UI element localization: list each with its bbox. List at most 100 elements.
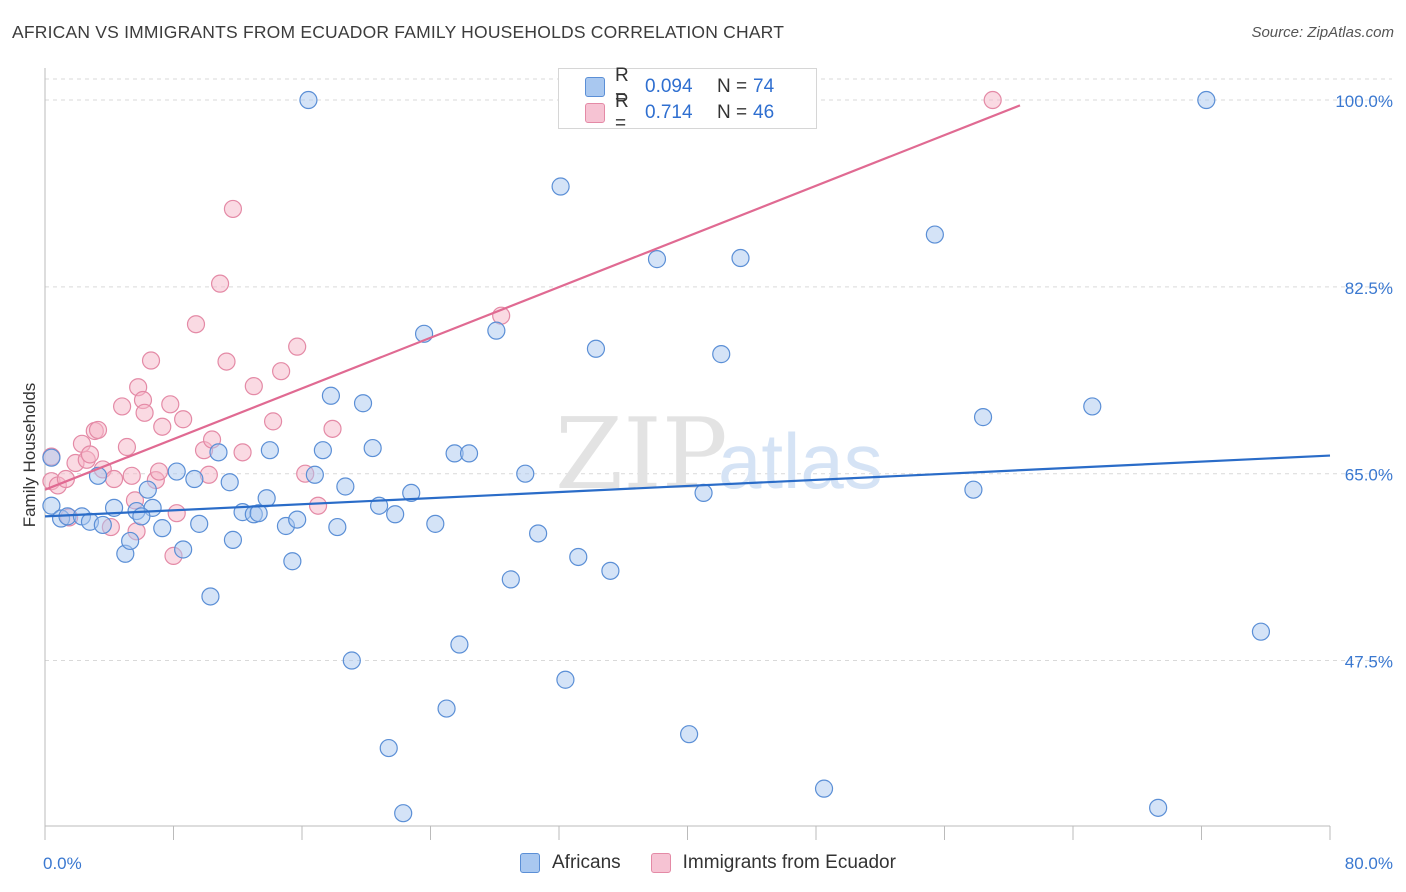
africans-point (964, 480, 983, 499)
africans-point (426, 514, 445, 533)
africans-point (138, 480, 157, 499)
africans-point (363, 438, 382, 458)
africans-point (353, 394, 373, 413)
africans-point (386, 505, 405, 524)
series-legend: Africans Immigrants from Ecuador (520, 852, 926, 874)
africans-point (814, 779, 834, 798)
legend-n-label: N = (717, 102, 748, 123)
africans-point (257, 489, 276, 508)
y-tick-label: 100.0% (1335, 92, 1393, 111)
ecuador-point (141, 351, 161, 370)
legend-n-value: 46 (753, 102, 775, 123)
ecuador-point (223, 199, 243, 219)
africans-points (42, 90, 1271, 823)
ecuador-point (323, 419, 342, 438)
ecuador-point (117, 437, 137, 457)
africans-point (379, 738, 398, 758)
africans-point (93, 515, 112, 535)
ecuador-point (122, 466, 141, 485)
africans-point (731, 248, 750, 268)
africans-point (299, 90, 318, 110)
ecuador-point (112, 397, 132, 416)
africans-trend-line (44, 454, 1331, 518)
africans-point (209, 443, 228, 462)
ecuador-point (272, 362, 291, 381)
ecuador-point (149, 462, 169, 481)
ecuador-point (217, 352, 236, 371)
legend-item-ecuador[interactable]: Immigrants from Ecuador (650, 852, 896, 874)
africans-point (342, 651, 361, 670)
ecuador-point (153, 417, 172, 436)
africans-point (1083, 397, 1102, 416)
ecuador-point (233, 443, 252, 462)
ecuador-point (263, 412, 283, 431)
legend-item-africans[interactable]: Africans (520, 852, 621, 874)
legend-swatch-ecuador (585, 103, 605, 123)
africans-point (459, 444, 479, 463)
y-axis-label: Family Households (20, 382, 39, 528)
africans-point (321, 386, 341, 405)
africans-point (42, 496, 61, 515)
africans-point (694, 483, 713, 503)
africans-point (336, 477, 355, 496)
ecuador-point (983, 90, 1002, 110)
grid-lines (45, 78, 1392, 662)
legend-n-value: 74 (753, 76, 775, 97)
correlation-legend: R = 0.094 N = 74 R = 0.714 N = 46 (558, 65, 817, 134)
legend-r-label: R = (615, 91, 629, 134)
legend-row-africans: R = 0.094 N = 74 (585, 65, 775, 108)
africans-point (249, 504, 268, 523)
africans-point (328, 517, 347, 537)
y-tick-label: 47.5% (1345, 653, 1393, 672)
y-tick-label: 82.5% (1345, 279, 1393, 298)
africans-point (516, 464, 535, 483)
africans-point (1149, 798, 1168, 817)
x-tick-label: 0.0% (43, 854, 82, 873)
africans-point (569, 547, 588, 567)
legend-r-value: 0.094 (645, 76, 693, 97)
ecuador-point (288, 337, 307, 356)
africans-point (1251, 622, 1271, 641)
legend-r-value: 0.714 (645, 102, 693, 123)
africans-point (501, 570, 520, 589)
ecuador-trend-line (44, 104, 1021, 491)
africans-point (450, 635, 469, 654)
africans-point (185, 469, 204, 489)
africans-point (437, 699, 456, 718)
africans-point (647, 250, 667, 269)
ecuador-point (244, 377, 263, 396)
ecuador-point (161, 395, 180, 414)
africans-point (174, 540, 193, 559)
legend-label-africans: Africans (552, 852, 621, 873)
ecuador-point (210, 274, 230, 293)
africans-point (313, 441, 332, 460)
watermark-atlas: atlas (718, 417, 883, 505)
africans-point (305, 465, 324, 484)
africans-point (167, 462, 186, 481)
africans-point (288, 510, 307, 529)
legend-row-ecuador: R = 0.714 N = 46 (585, 91, 775, 134)
x-tick-label: 80.0% (1345, 854, 1393, 873)
africans-point (220, 473, 239, 492)
africans-point (551, 177, 570, 196)
chart-title: AFRICAN VS IMMIGRANTS FROM ECUADOR FAMIL… (12, 22, 785, 42)
africans-point (925, 225, 944, 244)
africans-point (283, 552, 302, 571)
legend-label-ecuador: Immigrants from Ecuador (682, 852, 896, 873)
africans-point (223, 530, 243, 549)
africans-point (132, 507, 151, 526)
trend-lines (44, 104, 1331, 518)
legend-swatch-africans (585, 77, 605, 97)
africans-point (1197, 90, 1216, 110)
africans-point (712, 345, 731, 364)
africans-point (201, 587, 220, 606)
africans-point (556, 670, 575, 689)
ecuador-point (186, 315, 206, 334)
ecuador-point (88, 420, 108, 440)
legend-swatch-ecuador (650, 853, 671, 873)
africans-point (601, 561, 620, 580)
africans-point (487, 321, 506, 340)
africans-point (529, 524, 548, 543)
africans-point (260, 441, 279, 460)
